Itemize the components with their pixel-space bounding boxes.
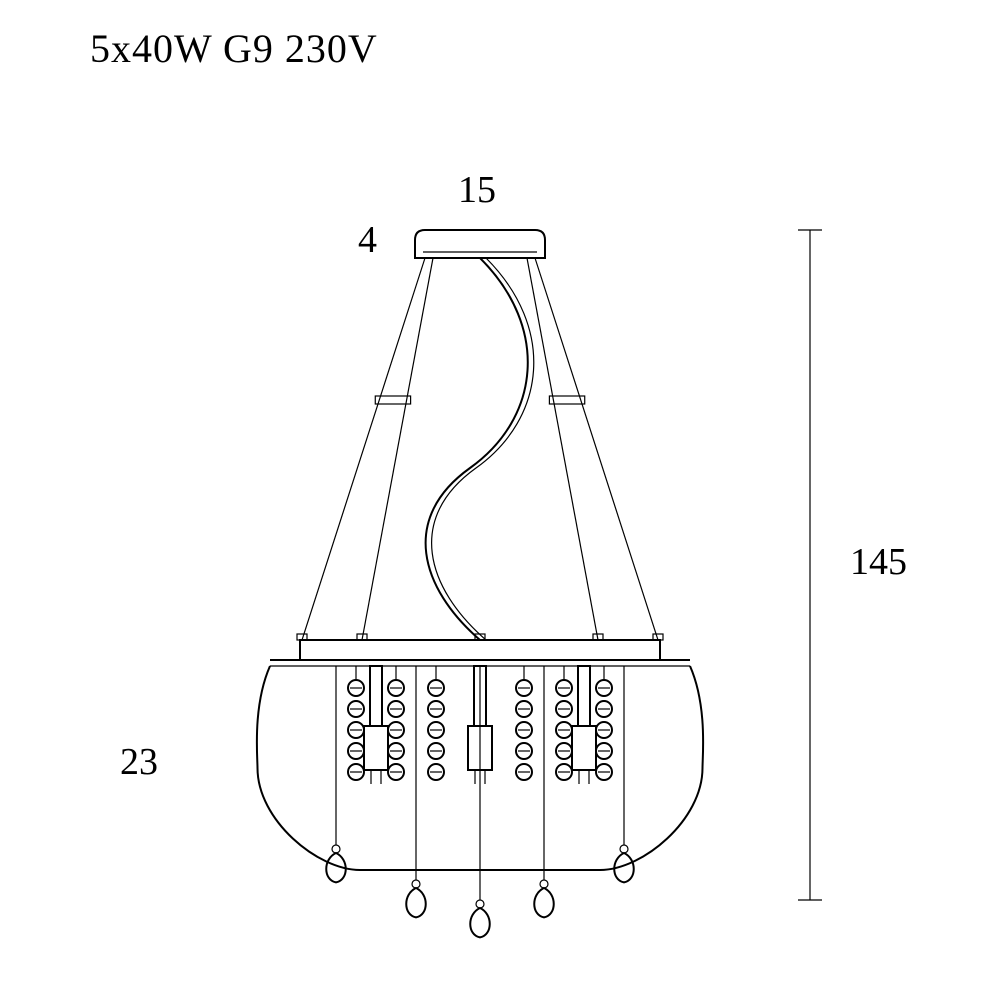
pendant-lamp-drawing — [0, 0, 1000, 1000]
diagram-canvas: 5x40W G9 230V 15 4 23 145 — [0, 0, 1000, 1000]
